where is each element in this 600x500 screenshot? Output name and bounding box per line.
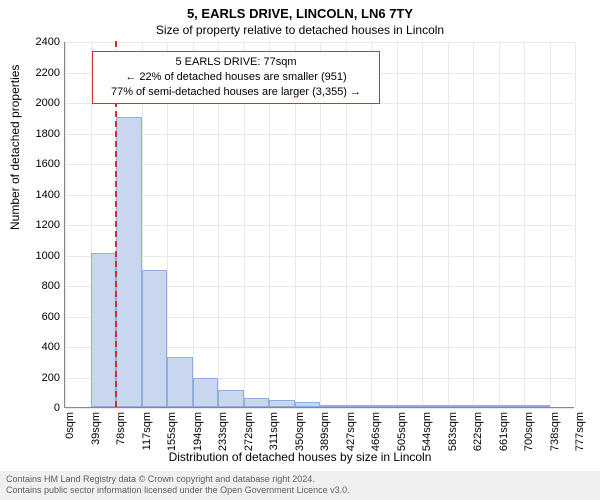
- xtick-label: 466sqm: [370, 412, 382, 452]
- xtick-label: 622sqm: [472, 412, 484, 452]
- gridline-v: [422, 42, 423, 407]
- ytick-label: 1800: [10, 128, 60, 140]
- ytick-label: 800: [10, 280, 60, 292]
- histogram-bar: [193, 378, 219, 407]
- histogram-bar: [371, 405, 397, 407]
- xtick-label: 544sqm: [421, 412, 433, 452]
- ytick-label: 0: [10, 402, 60, 414]
- ytick-label: 1400: [10, 189, 60, 201]
- histogram-bar: [524, 405, 550, 407]
- xtick-label: 700sqm: [523, 412, 535, 452]
- xtick-label: 0sqm: [64, 412, 76, 452]
- gridline-v: [473, 42, 474, 407]
- ytick-label: 1600: [10, 158, 60, 170]
- histogram-bar: [244, 398, 270, 407]
- xtick-label: 777sqm: [574, 412, 586, 452]
- histogram-bar: [320, 405, 346, 407]
- gridline-v: [575, 42, 576, 407]
- xtick-label: 78sqm: [115, 412, 127, 452]
- histogram-bar: [167, 357, 193, 407]
- footer-line-1: Contains HM Land Registry data © Crown c…: [6, 474, 594, 486]
- ytick-label: 1200: [10, 219, 60, 231]
- gridline-v: [65, 42, 66, 407]
- gridline-v: [397, 42, 398, 407]
- gridline-v: [499, 42, 500, 407]
- ytick-label: 2000: [10, 97, 60, 109]
- gridline-v: [550, 42, 551, 407]
- histogram-bar: [295, 402, 321, 407]
- annotation-line-1: 5 EARLS DRIVE: 77sqm: [99, 55, 373, 70]
- histogram-bar: [422, 405, 448, 407]
- histogram-bar: [116, 117, 142, 407]
- histogram-bar: [91, 253, 117, 407]
- histogram-bar: [218, 390, 244, 407]
- footer-line-2: Contains public sector information licen…: [6, 485, 594, 497]
- ytick-label: 2400: [10, 36, 60, 48]
- xtick-label: 233sqm: [217, 412, 229, 452]
- xtick-label: 661sqm: [498, 412, 510, 452]
- xtick-label: 155sqm: [166, 412, 178, 452]
- ytick-label: 400: [10, 341, 60, 353]
- ytick-label: 600: [10, 311, 60, 323]
- xtick-label: 583sqm: [447, 412, 459, 452]
- annotation-box: 5 EARLS DRIVE: 77sqm ← 22% of detached h…: [92, 51, 380, 104]
- histogram-bar: [397, 405, 423, 407]
- ytick-label: 1000: [10, 250, 60, 262]
- gridline-h: [65, 408, 574, 409]
- histogram-bar: [269, 400, 295, 407]
- gridline-v: [524, 42, 525, 407]
- xtick-label: 117sqm: [141, 412, 153, 452]
- histogram-bar: [499, 405, 525, 407]
- xtick-label: 427sqm: [345, 412, 357, 452]
- xtick-label: 389sqm: [319, 412, 331, 452]
- xtick-label: 272sqm: [243, 412, 255, 452]
- xtick-label: 311sqm: [268, 412, 280, 452]
- footer: Contains HM Land Registry data © Crown c…: [0, 471, 600, 500]
- xtick-label: 505sqm: [396, 412, 408, 452]
- xtick-label: 350sqm: [294, 412, 306, 452]
- histogram-bar: [473, 405, 499, 407]
- chart-title: 5, EARLS DRIVE, LINCOLN, LN6 7TY: [0, 0, 600, 21]
- xtick-label: 39sqm: [90, 412, 102, 452]
- gridline-v: [448, 42, 449, 407]
- y-axis-label: Number of detached properties: [8, 65, 22, 230]
- chart-subtitle: Size of property relative to detached ho…: [0, 21, 600, 37]
- ytick-label: 2200: [10, 67, 60, 79]
- histogram-bar: [142, 270, 168, 407]
- x-axis-label: Distribution of detached houses by size …: [0, 450, 600, 464]
- histogram-bar: [448, 405, 474, 407]
- annotation-line-2: ← 22% of detached houses are smaller (95…: [99, 70, 373, 85]
- xtick-label: 194sqm: [192, 412, 204, 452]
- histogram-bar: [346, 405, 372, 407]
- xtick-label: 738sqm: [549, 412, 561, 452]
- ytick-label: 200: [10, 372, 60, 384]
- annotation-line-3: 77% of semi-detached houses are larger (…: [99, 85, 373, 100]
